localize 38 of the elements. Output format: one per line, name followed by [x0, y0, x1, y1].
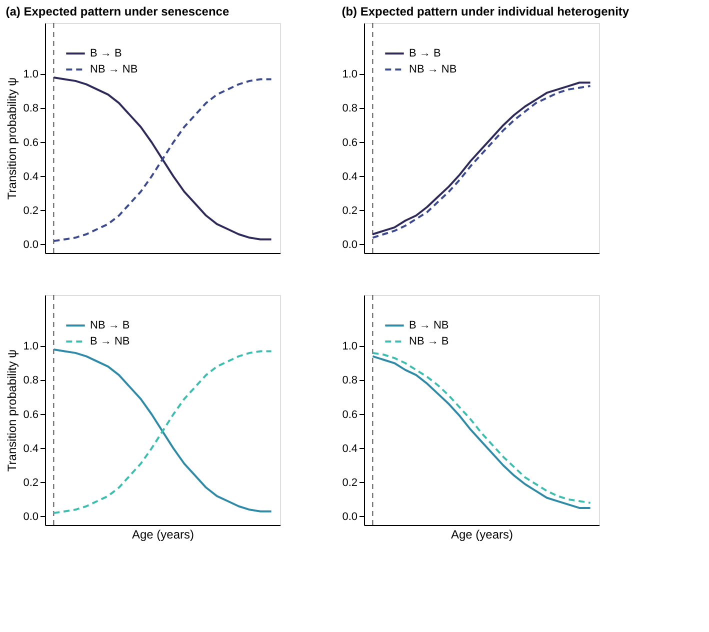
y-tick-label: 0.8: [342, 102, 358, 115]
y-tick-label: 0.6: [23, 408, 38, 421]
y-tick-label: 1.0: [23, 340, 38, 353]
x-axis-title: Age (years): [450, 528, 514, 542]
chart-title: (b) Expected pattern under individual heterogenity: [342, 4, 630, 18]
legend-label: NB → NB: [409, 64, 457, 76]
y-tick-label: 0.4: [23, 442, 38, 455]
chart-title: (a) Expected pattern under senescence: [6, 4, 230, 18]
legend-label: B → NB: [409, 320, 449, 332]
y-tick-label: 0.8: [23, 102, 38, 115]
legend-label: B → B: [90, 48, 122, 60]
y-tick-label: 0.0: [23, 238, 38, 251]
legend-label: NB → NB: [90, 64, 138, 76]
legend-label: NB → B: [409, 336, 449, 348]
y-tick-label: 0.8: [342, 374, 358, 387]
y-tick-label: 0.0: [342, 510, 358, 523]
y-tick-label: 0.2: [23, 204, 38, 217]
y-tick-label: 0.2: [342, 476, 358, 489]
y-axis-title: Transition probability ψ: [5, 349, 20, 472]
y-tick-label: 0.4: [342, 442, 358, 455]
y-tick-label: 0.6: [342, 408, 358, 421]
y-tick-label: 1.0: [342, 340, 358, 353]
y-tick-label: 0.0: [342, 238, 358, 251]
y-tick-label: 0.6: [342, 136, 358, 149]
y-tick-label: 0.2: [23, 476, 38, 489]
y-tick-label: 0.8: [23, 374, 38, 387]
y-tick-label: 0.0: [23, 510, 38, 523]
legend-label: NB → B: [90, 320, 130, 332]
y-tick-label: 0.4: [342, 170, 358, 183]
y-tick-label: 0.6: [23, 136, 38, 149]
y-tick-label: 1.0: [342, 68, 358, 81]
y-axis-title: Transition probability ψ: [5, 77, 20, 200]
y-tick-label: 1.0: [23, 68, 38, 81]
x-axis-title: Age (years): [132, 528, 194, 542]
y-tick-label: 0.2: [342, 204, 358, 217]
legend-label: B → NB: [90, 336, 130, 348]
legend-label: B → B: [409, 48, 441, 60]
y-tick-label: 0.4: [23, 170, 38, 183]
